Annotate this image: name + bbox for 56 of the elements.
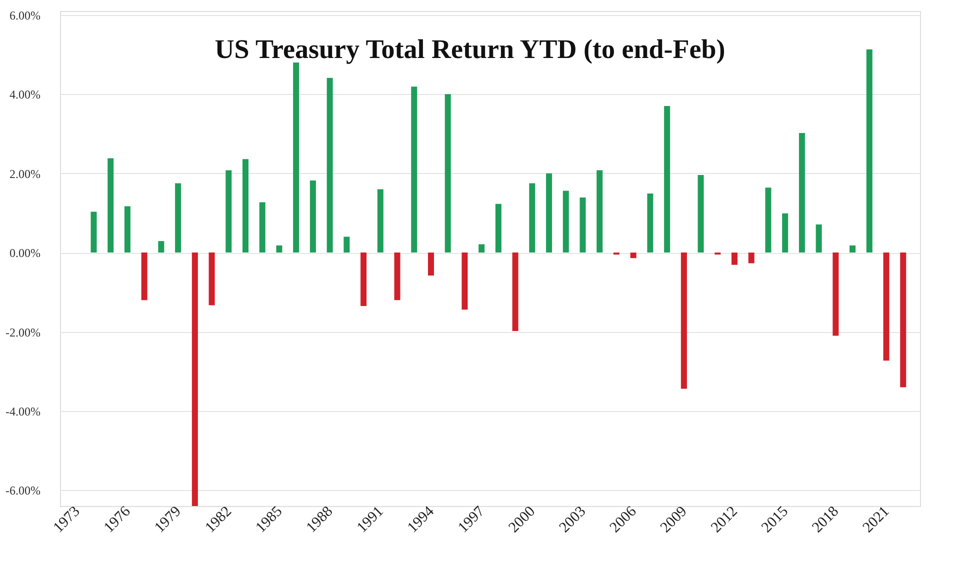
bar bbox=[124, 206, 130, 253]
bar bbox=[276, 245, 282, 253]
bar bbox=[866, 49, 872, 253]
bar bbox=[832, 252, 839, 336]
bar bbox=[444, 94, 451, 253]
x-tick-label: 1991 bbox=[354, 504, 387, 536]
bar bbox=[529, 183, 536, 253]
bar bbox=[158, 241, 164, 253]
bar bbox=[428, 252, 434, 276]
bar bbox=[411, 86, 418, 253]
bar bbox=[462, 252, 468, 310]
bar bbox=[360, 252, 367, 306]
bar bbox=[344, 236, 350, 253]
bar bbox=[748, 252, 754, 264]
y-tick-label: 2.00% bbox=[10, 166, 40, 181]
bar bbox=[377, 189, 384, 253]
bar bbox=[141, 252, 148, 300]
bar bbox=[680, 252, 687, 389]
bar bbox=[293, 62, 300, 253]
bar bbox=[798, 132, 805, 253]
bar bbox=[175, 183, 182, 253]
bar bbox=[90, 212, 97, 253]
bar bbox=[698, 174, 704, 253]
bar bbox=[478, 244, 485, 253]
bar bbox=[562, 190, 569, 253]
bar bbox=[765, 188, 772, 253]
bar bbox=[883, 252, 890, 361]
bar bbox=[580, 198, 586, 253]
y-tick-label: -2.00% bbox=[6, 325, 40, 340]
y-tick-label: -6.00% bbox=[6, 484, 40, 498]
bar bbox=[226, 170, 232, 253]
bar bbox=[596, 170, 603, 253]
y-tick-label: 0.00% bbox=[10, 246, 40, 260]
bar bbox=[495, 204, 502, 253]
bar bbox=[900, 252, 906, 388]
bar bbox=[108, 158, 114, 253]
bar bbox=[512, 252, 518, 331]
text: US Treasury Total Return YTD (to end-Feb) bbox=[214, 34, 726, 64]
bar bbox=[664, 106, 670, 253]
y-tick-label: 4.00% bbox=[10, 88, 40, 102]
y-tick-label: 6.00% bbox=[10, 8, 40, 22]
bar bbox=[192, 252, 198, 506]
bar bbox=[850, 245, 856, 253]
bar bbox=[208, 252, 215, 306]
bar bbox=[259, 202, 266, 253]
bar bbox=[310, 180, 316, 253]
bar bbox=[242, 159, 248, 253]
bar bbox=[647, 194, 654, 253]
bar bbox=[326, 78, 333, 253]
bar bbox=[782, 213, 788, 253]
bar bbox=[546, 173, 552, 253]
y-tick-label: -4.00% bbox=[6, 404, 40, 418]
bar bbox=[630, 252, 636, 258]
bar bbox=[816, 224, 822, 253]
bar bbox=[732, 252, 738, 265]
bar bbox=[394, 252, 400, 300]
